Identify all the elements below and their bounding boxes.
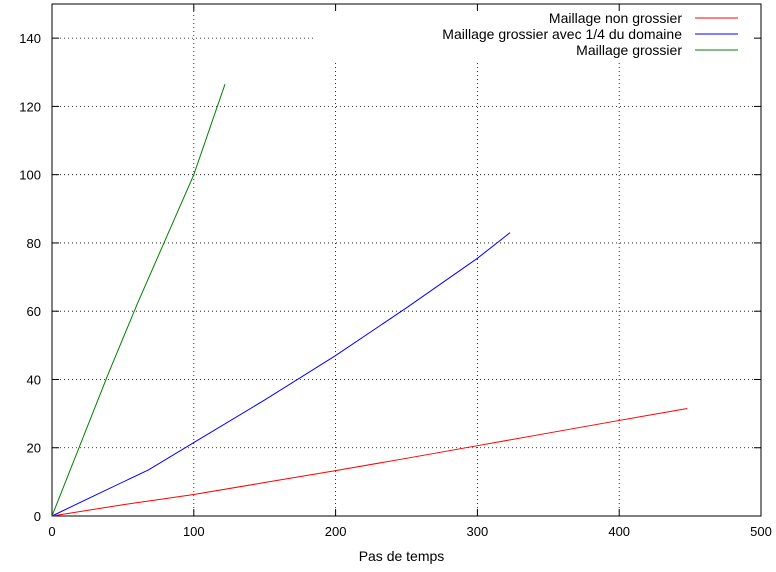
x-tick-label: 100 — [183, 524, 205, 539]
plot-frame — [51, 3, 762, 517]
y-tick-label: 20 — [27, 441, 41, 456]
series-line-2 — [51, 232, 511, 517]
x-tick-label: 200 — [325, 524, 347, 539]
legend-label-2: Maillage grossier avec 1/4 du domaine — [442, 26, 682, 42]
y-tick-label: 40 — [27, 372, 41, 387]
y-tick-label: 0 — [34, 509, 41, 524]
axes — [51, 3, 762, 517]
x-tick-label: 0 — [48, 524, 55, 539]
series-line-3 — [51, 84, 226, 517]
x-tick-label: 300 — [467, 524, 489, 539]
x-axis-label: Pas de temps — [359, 548, 445, 564]
ticks: 0 100 200 300 400 500 0 20 40 60 80 100 120 140 — [19, 4, 772, 539]
series-lines — [51, 84, 688, 517]
y-tick-label: 80 — [27, 236, 41, 251]
x-tick-label: 500 — [750, 524, 772, 539]
x-tick-label: 400 — [608, 524, 630, 539]
legend-label-3: Maillage grossier — [576, 42, 682, 58]
y-tick-label: 60 — [27, 304, 41, 319]
y-tick-label: 140 — [19, 31, 41, 46]
legend-label-1: Maillage non grossier — [549, 10, 682, 26]
series-line-1 — [51, 407, 688, 517]
y-tick-label: 100 — [19, 168, 41, 183]
grid — [52, 4, 761, 516]
y-tick-label: 120 — [19, 99, 41, 114]
